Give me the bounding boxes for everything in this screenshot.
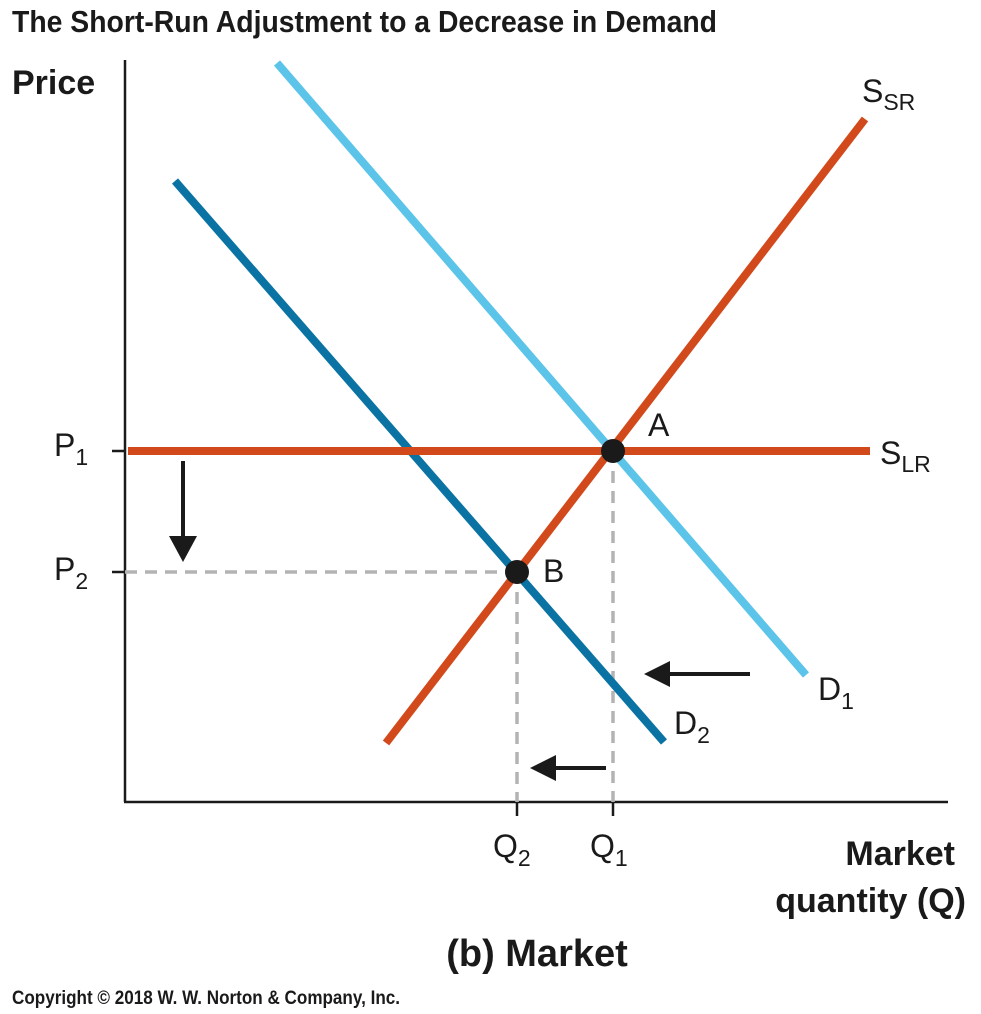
p2-label-main: P bbox=[54, 551, 75, 587]
d2-label: D2 bbox=[674, 705, 710, 748]
s-sr-curve bbox=[382, 116, 869, 746]
d1-label-sub: 1 bbox=[841, 688, 854, 714]
y-axis-label: Price bbox=[12, 64, 95, 102]
point-b-marker bbox=[505, 560, 529, 584]
copyright-notice: Copyright © 2018 W. W. Norton & Company,… bbox=[12, 988, 400, 1009]
point-b-label: B bbox=[543, 553, 564, 589]
x-axis-label-line1: Market bbox=[845, 835, 955, 873]
q1-label-main: Q bbox=[590, 828, 615, 864]
s-lr-label-main: S bbox=[880, 435, 901, 471]
p1-label-main: P bbox=[54, 427, 75, 463]
p1-label-sub: 1 bbox=[75, 444, 88, 470]
d2-label-sub: 2 bbox=[697, 722, 710, 748]
point-a-marker bbox=[601, 439, 625, 463]
p1-label: P1 bbox=[54, 427, 88, 470]
s-sr-label: SSR bbox=[862, 73, 915, 115]
q2-label-main: Q bbox=[493, 828, 518, 864]
d1-curve bbox=[273, 60, 810, 678]
d1-label-main: D bbox=[818, 671, 841, 707]
diagram-title: The Short-Run Adjustment to a Decrease i… bbox=[12, 4, 717, 39]
price-down-arrow bbox=[169, 461, 197, 562]
panel-caption: (b) Market bbox=[446, 933, 628, 975]
q2-label-sub: 2 bbox=[518, 845, 531, 871]
q1-label-sub: 1 bbox=[615, 845, 628, 871]
s-sr-label-sub: SR bbox=[883, 89, 915, 115]
q2-label: Q2 bbox=[493, 828, 531, 871]
q1-label: Q1 bbox=[590, 828, 628, 871]
s-lr-label: SLR bbox=[880, 435, 931, 477]
point-a-label: A bbox=[648, 407, 670, 443]
x-axis-label-line2: quantity (Q) bbox=[775, 882, 966, 920]
d2-label-main: D bbox=[674, 705, 697, 741]
quantity-left-arrow bbox=[530, 755, 606, 781]
d1-label: D1 bbox=[818, 671, 854, 714]
d2-curve bbox=[171, 178, 668, 745]
demand-shift-arrow bbox=[644, 661, 750, 687]
p2-label-sub: 2 bbox=[75, 568, 88, 594]
s-sr-label-main: S bbox=[862, 73, 883, 109]
p2-label: P2 bbox=[54, 551, 88, 594]
s-lr-label-sub: LR bbox=[901, 451, 930, 477]
